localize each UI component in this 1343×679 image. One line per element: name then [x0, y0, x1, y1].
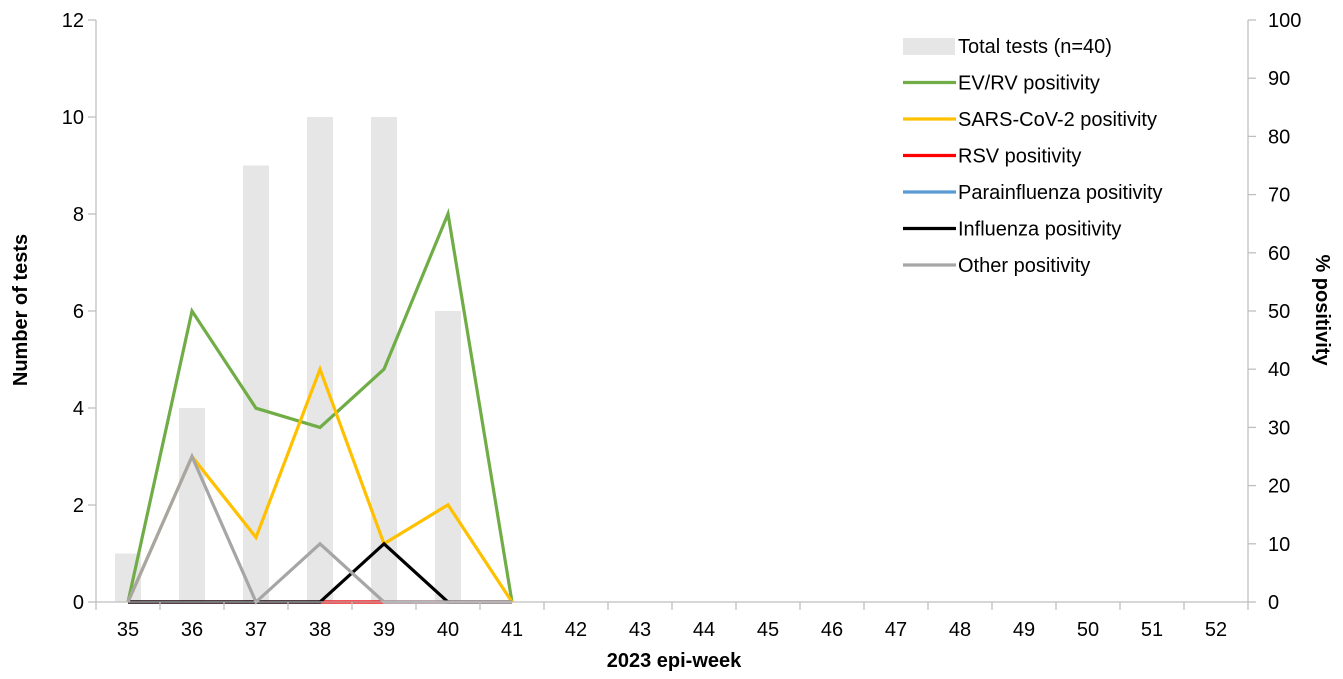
x-tick-label: 35 — [117, 619, 139, 641]
y2-axis-title: % positivity — [1311, 254, 1333, 366]
left-y-tick-label: 6 — [73, 301, 84, 323]
right-y-tick-label: 30 — [1268, 417, 1290, 439]
right-y-tick-label: 20 — [1268, 476, 1290, 498]
x-tick-label: 41 — [501, 619, 523, 641]
bar-total-tests — [435, 311, 461, 602]
x-tick-label: 51 — [1141, 619, 1163, 641]
y-axis-title: Number of tests — [10, 234, 32, 386]
x-tick-label: 46 — [821, 619, 843, 641]
x-tick-label: 50 — [1077, 619, 1099, 641]
x-tick-label: 38 — [309, 619, 331, 641]
right-y-ticks: 0 10 20 30 40 50 60 70 80 90 100 — [1248, 10, 1301, 614]
left-y-ticks: 0 2 4 6 8 10 12 — [62, 10, 96, 614]
left-y-tick-label: 8 — [73, 204, 84, 226]
bar-total-tests — [307, 117, 333, 602]
legend-swatch-bar — [903, 38, 955, 55]
right-y-tick-label: 60 — [1268, 243, 1290, 265]
legend: Total tests (n=40) EV/RV positivity SARS-C… — [903, 36, 1163, 277]
x-tick-label: 37 — [245, 619, 267, 641]
legend-label: Parainfluenza positivity — [958, 182, 1163, 204]
legend-label: Total tests (n=40) — [958, 36, 1112, 58]
right-y-tick-label: 70 — [1268, 185, 1290, 207]
left-y-tick-label: 0 — [73, 592, 84, 614]
x-tick-label: 40 — [437, 619, 459, 641]
legend-label: RSV positivity — [958, 146, 1081, 168]
right-y-tick-label: 90 — [1268, 68, 1290, 90]
right-y-tick-label: 80 — [1268, 126, 1290, 148]
right-y-tick-label: 100 — [1268, 10, 1301, 32]
x-tick-label: 43 — [629, 619, 651, 641]
left-y-tick-label: 4 — [73, 398, 84, 420]
x-tick-label: 42 — [565, 619, 587, 641]
x-tick-label: 52 — [1205, 619, 1227, 641]
x-tick-label: 49 — [1013, 619, 1035, 641]
right-y-tick-label: 40 — [1268, 359, 1290, 381]
legend-label: SARS-CoV-2 positivity — [958, 109, 1157, 131]
left-y-tick-label: 12 — [62, 10, 84, 32]
x-tick-label: 45 — [757, 619, 779, 641]
bar-total-tests — [243, 165, 269, 602]
bar-total-tests — [179, 408, 205, 602]
x-tick-label: 47 — [885, 619, 907, 641]
x-tick-label: 36 — [181, 619, 203, 641]
series-line-ev-rv-positivity — [126, 207, 514, 603]
x-ticks: 35 36 37 38 39 40 41 42 43 44 45 46 47 48 49 50 51 52 — [95, 602, 1249, 641]
x-tick-label: 44 — [693, 619, 715, 641]
legend-label: EV/RV positivity — [958, 73, 1100, 95]
left-y-tick-label: 2 — [73, 495, 84, 517]
right-y-tick-label: 50 — [1268, 301, 1290, 323]
legend-label: Influenza positivity — [958, 219, 1121, 241]
right-y-tick-label: 0 — [1268, 592, 1279, 614]
bar-total-tests — [371, 117, 397, 602]
x-tick-label: 39 — [373, 619, 395, 641]
right-y-tick-label: 10 — [1268, 534, 1290, 556]
x-tick-label: 48 — [949, 619, 971, 641]
legend-label: Other positivity — [958, 255, 1090, 277]
left-y-tick-label: 10 — [62, 107, 84, 129]
x-axis-title: 2023 epi-week — [607, 650, 742, 672]
